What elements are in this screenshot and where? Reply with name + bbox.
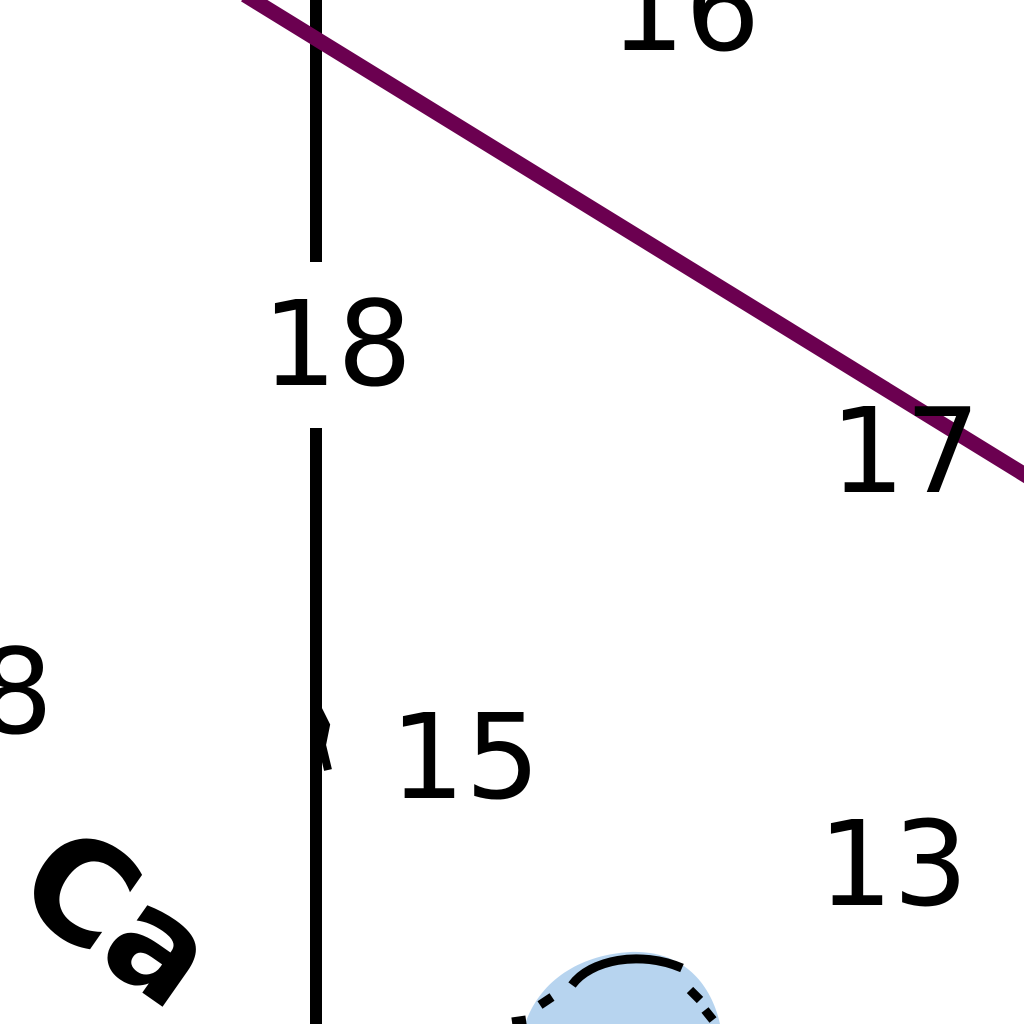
sounding: 16	[610, 0, 760, 78]
sounding: 8	[0, 623, 53, 761]
shoal-contour	[568, 954, 684, 988]
sounding: 15	[390, 688, 540, 826]
shoal-area	[525, 951, 720, 1024]
shoal-dashes	[511, 986, 717, 1024]
sounding: 13	[818, 795, 968, 933]
sounding: 17	[830, 382, 980, 520]
sounding: 18	[262, 275, 412, 413]
contour-notch	[312, 703, 332, 771]
limit-line	[241, 0, 1024, 484]
